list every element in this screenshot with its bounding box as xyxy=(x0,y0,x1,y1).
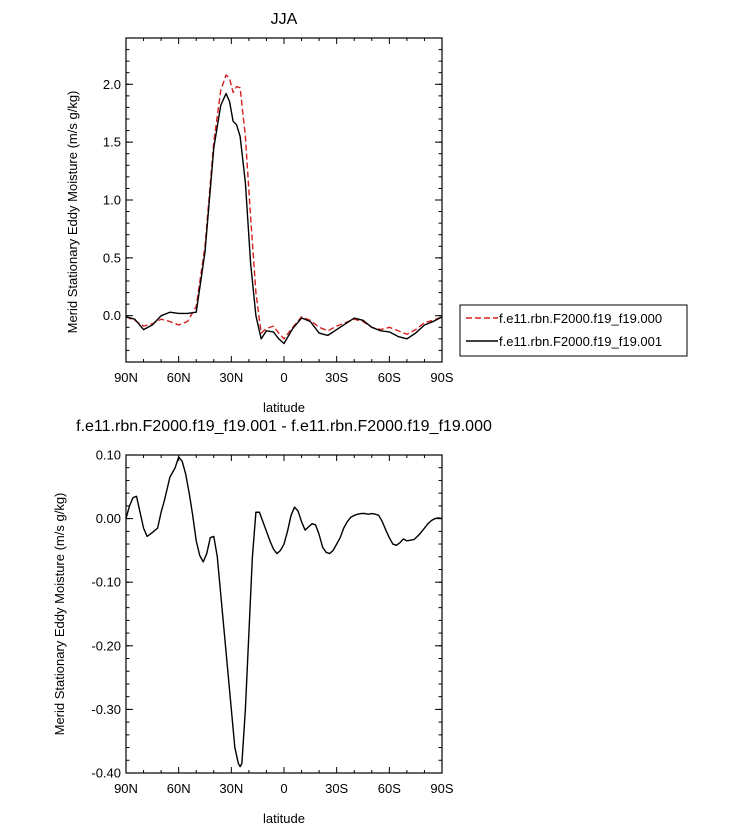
top-series-group xyxy=(125,74,443,345)
top-plot-frame xyxy=(125,37,443,363)
top-chart-panel: JJA Merid Stationary Eddy Moisture (m/s … xyxy=(65,11,454,415)
bottom-x-tick-label: 60S xyxy=(378,781,401,796)
bottom-y-tick-label: 0.10 xyxy=(96,448,121,463)
bottom-y-tick-label: -0.40 xyxy=(91,766,121,781)
top-y-tick-label: 1.0 xyxy=(103,193,121,208)
legend-label-000: f.e11.rbn.F2000.f19_f19.000 xyxy=(499,311,662,326)
bottom-y-axis-label: Merid Stationary Eddy Moisture (m/s g/kg… xyxy=(52,493,67,736)
top-y-tick-label: 2.0 xyxy=(103,77,121,92)
top-x-tick-label: 30S xyxy=(325,370,348,385)
top-x-tick-label: 0 xyxy=(280,370,287,385)
bottom-chart-title: f.e11.rbn.F2000.f19_f19.001 - f.e11.rbn.… xyxy=(76,418,492,435)
top-x-tick-label: 60S xyxy=(378,370,401,385)
bottom-x-tick-label: 60N xyxy=(167,781,191,796)
top-series-line-1 xyxy=(125,92,443,345)
top-y-tick-label: 0.5 xyxy=(103,250,121,265)
legend: f.e11.rbn.F2000.f19_f19.000 f.e11.rbn.F2… xyxy=(459,304,688,357)
top-x-tick-label: 30N xyxy=(219,370,243,385)
bottom-y-tick-label: -0.10 xyxy=(91,575,121,590)
bottom-x-tick-label: 30N xyxy=(219,781,243,796)
bottom-y-tick-label: -0.20 xyxy=(91,638,121,653)
bottom-axis-ticks: 90N 60N 30N 0 30S 60S 90S 0.10 0.00 -0.10 -0.20 -0.… xyxy=(91,448,454,797)
bottom-plot-frame xyxy=(125,454,443,774)
legend-label-001: f.e11.rbn.F2000.f19_f19.001 xyxy=(499,334,662,349)
bottom-x-tick-label: 0 xyxy=(280,781,287,796)
bottom-x-axis-label: latitude xyxy=(263,811,305,826)
bottom-x-tick-label: 30S xyxy=(325,781,348,796)
bottom-series-group xyxy=(125,456,443,768)
bottom-x-tick-label: 90N xyxy=(114,781,138,796)
top-x-tick-label: 90S xyxy=(430,370,453,385)
bottom-chart-panel: f.e11.rbn.F2000.f19_f19.001 - f.e11.rbn.… xyxy=(52,418,492,826)
top-x-axis-label: latitude xyxy=(263,400,305,415)
bottom-y-tick-label: 0.00 xyxy=(96,511,121,526)
top-chart-title: JJA xyxy=(271,11,298,28)
legend-box xyxy=(459,304,688,357)
top-x-tick-label: 60N xyxy=(167,370,191,385)
top-y-axis-label: Merid Stationary Eddy Moisture (m/s g/kg… xyxy=(65,91,80,334)
bottom-series-line-0 xyxy=(125,456,443,768)
top-y-tick-label: 1.5 xyxy=(103,135,121,150)
bottom-y-tick-label: -0.30 xyxy=(91,702,121,717)
top-y-tick-label: 0.0 xyxy=(103,308,121,323)
bottom-x-tick-label: 90S xyxy=(430,781,453,796)
top-series-line-0 xyxy=(125,74,443,340)
top-x-tick-label: 90N xyxy=(114,370,138,385)
